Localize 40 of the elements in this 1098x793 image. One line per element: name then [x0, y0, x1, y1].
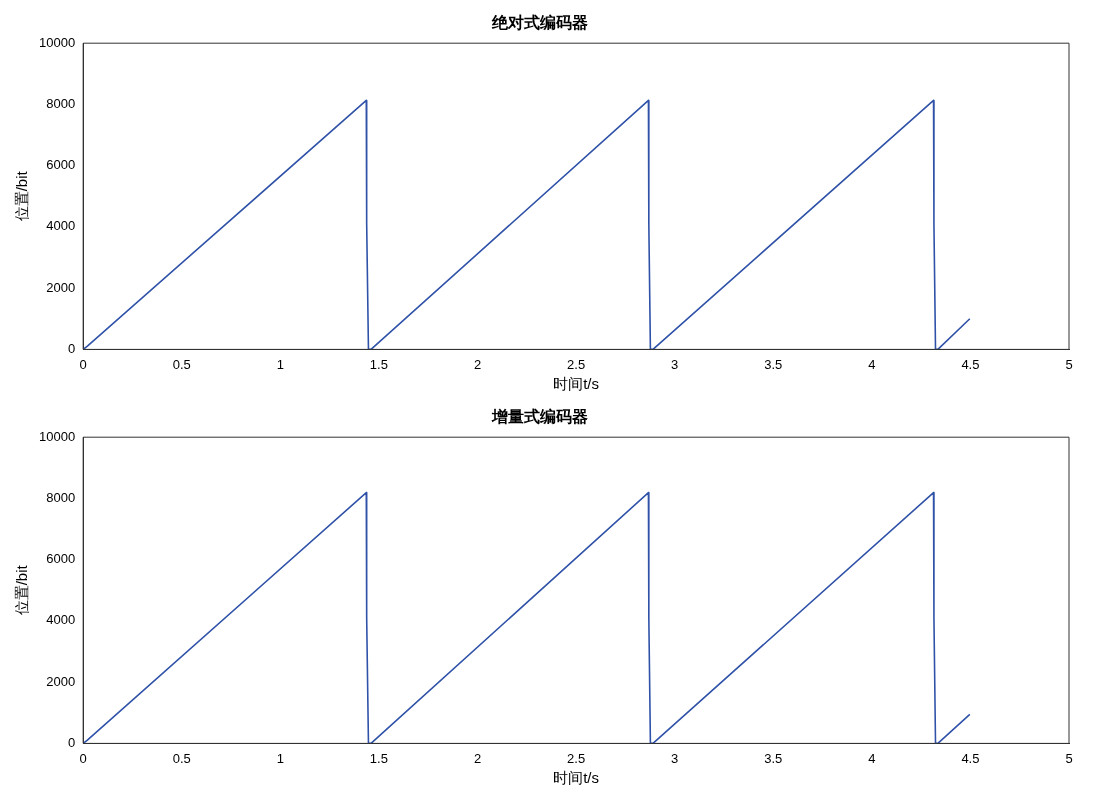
y-axis-title: 位置/bit — [13, 564, 31, 616]
y-tick-label: 4000 — [46, 612, 76, 628]
x-tick-label: 0 — [79, 356, 87, 372]
y-tick-label: 2000 — [46, 673, 76, 689]
x-tick-label: 3.5 — [764, 356, 783, 372]
y-tick-label: 6000 — [46, 551, 76, 567]
chart-title: 绝对式编码器 — [490, 14, 588, 32]
x-tick-label: 0 — [79, 750, 87, 766]
x-tick-label: 1 — [276, 750, 284, 766]
x-tick-label: 4 — [868, 750, 876, 766]
x-tick-label: 3 — [671, 750, 679, 766]
y-tick-label: 6000 — [46, 157, 76, 173]
y-tick-label: 10000 — [38, 34, 76, 50]
x-axis-title: 时间t/s — [553, 375, 599, 393]
x-tick-label: 0.5 — [172, 356, 191, 372]
x-tick-label: 4.5 — [961, 356, 980, 372]
x-tick-label: 3 — [671, 356, 679, 372]
x-tick-label: 2.5 — [567, 750, 586, 766]
y-tick-label: 0 — [67, 734, 76, 750]
y-tick-label: 4000 — [46, 218, 76, 234]
chart-title: 增量式编码器 — [490, 408, 588, 426]
x-tick-label: 2 — [473, 750, 482, 766]
y-tick-label: 8000 — [46, 96, 76, 112]
x-tick-label: 1.5 — [369, 750, 388, 766]
x-tick-label: 2 — [473, 356, 482, 372]
y-axis-title: 位置/bit — [13, 170, 31, 222]
x-tick-label: 3.5 — [764, 750, 783, 766]
x-tick-label: 1.5 — [369, 356, 388, 372]
y-tick-label: 8000 — [46, 490, 76, 506]
y-tick-label: 10000 — [38, 428, 76, 444]
x-tick-label: 0.5 — [172, 750, 191, 766]
x-tick-label: 4 — [868, 356, 876, 372]
x-axis-title: 时间t/s — [553, 769, 599, 787]
x-tick-label: 1 — [276, 356, 284, 372]
x-tick-label: 5 — [1065, 750, 1073, 766]
y-tick-label: 0 — [67, 340, 76, 356]
x-tick-label: 4.5 — [961, 750, 980, 766]
x-tick-label: 2.5 — [567, 356, 586, 372]
x-tick-label: 5 — [1065, 356, 1073, 372]
y-tick-label: 2000 — [46, 279, 76, 295]
